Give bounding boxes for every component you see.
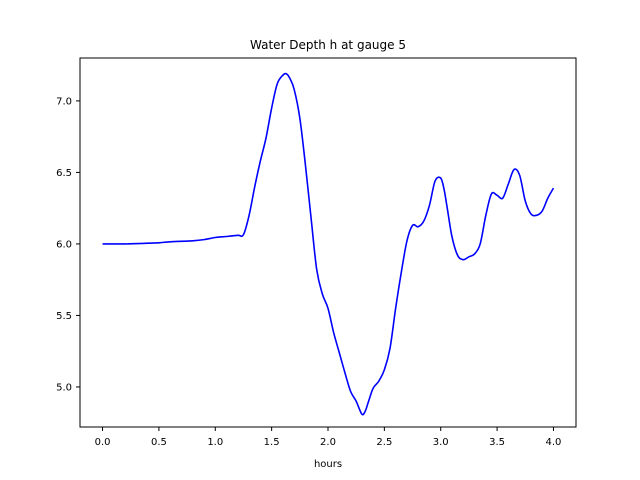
y-tick-label: 5.0 (56, 382, 72, 393)
x-tick-label: 0.0 (95, 437, 111, 448)
x-tick-label: 3.0 (433, 437, 449, 448)
chart-title: Water Depth h at gauge 5 (250, 38, 406, 52)
series-line-0 (102, 72, 555, 416)
x-tick-label: 1.0 (207, 437, 223, 448)
x-tick-label: 2.5 (376, 437, 392, 448)
plot-frame (79, 57, 577, 428)
y-tick-label: 6.5 (56, 168, 72, 179)
y-tick-label: 5.5 (56, 311, 72, 322)
y-tick-label: 6.0 (56, 239, 72, 250)
x-axis-label: hours (314, 459, 342, 470)
x-tick-label: 4.0 (546, 437, 562, 448)
y-tick-label: 7.0 (56, 96, 72, 107)
x-tick-label: 1.5 (264, 437, 280, 448)
x-tick-label: 3.5 (489, 437, 505, 448)
x-tick-label: 0.5 (151, 437, 167, 448)
x-tick-label: 2.0 (320, 437, 336, 448)
